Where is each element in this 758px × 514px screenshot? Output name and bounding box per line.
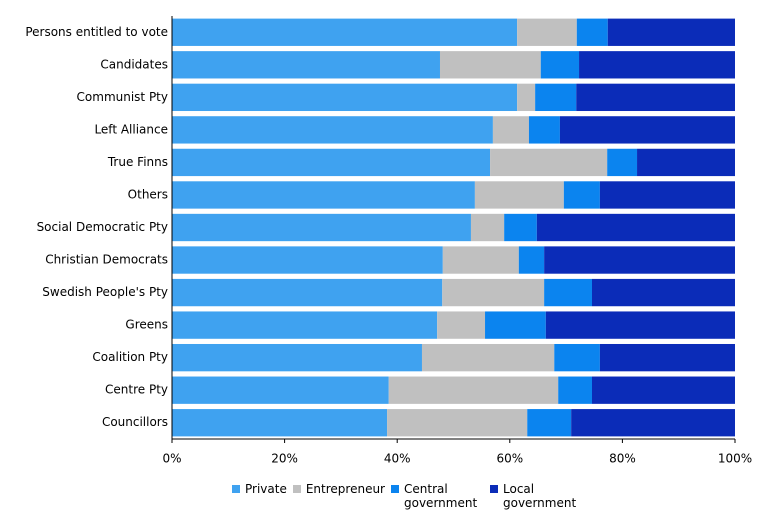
bar-segment <box>536 213 735 242</box>
bar-segment <box>528 116 560 144</box>
bar-segment <box>637 148 735 177</box>
bar-segment <box>172 51 440 79</box>
bar-segment <box>492 116 529 144</box>
bar-segment <box>421 343 555 372</box>
bar-segment <box>591 376 735 404</box>
bar-segment <box>172 311 438 339</box>
bar-segment <box>387 409 528 437</box>
legend-label: Entrepreneur <box>305 482 385 496</box>
bar-segment <box>172 18 518 46</box>
y-tick-label: Communist Pty <box>77 90 168 104</box>
bar-segment <box>579 51 735 79</box>
bar-segment <box>544 278 592 307</box>
bar-segment <box>576 83 735 112</box>
y-tick-label: Others <box>128 187 168 201</box>
bar-segment <box>607 18 735 46</box>
bar-segment <box>172 246 443 274</box>
bar-segment <box>172 343 422 372</box>
bar-segment <box>172 148 491 177</box>
bar-segment <box>535 83 577 112</box>
y-tick-label: Swedish People's Pty <box>42 285 168 299</box>
bar-segment <box>571 409 735 437</box>
y-tick-label: Social Democratic Pty <box>37 220 168 234</box>
y-tick-label: True Finns <box>107 155 168 169</box>
y-tick-label: Councillors <box>102 415 168 429</box>
legend-swatch <box>232 485 240 493</box>
bar-segment <box>439 51 541 79</box>
bar-segment <box>485 311 546 339</box>
y-tick-label: Christian Democrats <box>45 253 168 267</box>
legend-swatch <box>391 485 399 493</box>
bar-segment <box>442 278 545 307</box>
bar-segment <box>559 116 735 144</box>
bar-segment <box>172 409 388 437</box>
bar-segment <box>172 116 493 144</box>
bar-segment <box>554 343 600 372</box>
bar-segment <box>172 83 518 112</box>
y-tick-label: Persons entitled to vote <box>25 25 168 39</box>
bar-segment <box>545 311 735 339</box>
bar-segment <box>172 213 471 242</box>
y-tick-label: Greens <box>125 318 168 332</box>
bar-segment <box>527 409 572 437</box>
bar-segment <box>490 148 608 177</box>
legend-item: Local government <box>490 482 583 510</box>
y-tick-label: Left Alliance <box>94 122 168 136</box>
legend-label: Private <box>245 482 287 496</box>
bar-segment <box>474 181 564 209</box>
legend-item: Private <box>232 482 287 510</box>
bar-segment <box>540 51 580 79</box>
bar-segment <box>172 278 443 307</box>
bar-segment <box>517 83 536 112</box>
bar-segment <box>544 246 735 274</box>
y-tick-label: Coalition Pty <box>92 350 168 364</box>
x-tick-label: 60% <box>496 452 523 466</box>
bar-segment <box>607 148 638 177</box>
legend: Private Entrepreneur Central government Loc… <box>232 482 589 510</box>
bar-segment <box>599 181 735 209</box>
bar-segment <box>563 181 600 209</box>
y-tick-label: Candidates <box>100 57 168 71</box>
bar-segment <box>558 376 592 404</box>
legend-label: Central government <box>404 482 478 510</box>
y-tick-label: Centre Pty <box>105 383 168 397</box>
bar-segment <box>576 18 608 46</box>
bar-segment <box>172 376 389 404</box>
chart: Persons entitled to vote Candidates Commun… <box>25 16 752 466</box>
bar-segment <box>517 18 577 46</box>
x-tick-label: 40% <box>384 452 411 466</box>
x-tick-label: 0% <box>162 452 181 466</box>
bar-segment <box>599 343 735 372</box>
bar-segment <box>388 376 559 404</box>
x-tick-label: 100% <box>718 452 752 466</box>
bar-segment <box>518 246 545 274</box>
bar-segment <box>504 213 537 242</box>
bar-segment <box>437 311 486 339</box>
bar-segment <box>470 213 505 242</box>
x-tick-label: 80% <box>609 452 636 466</box>
legend-item: Central government <box>391 482 484 510</box>
legend-swatch <box>292 485 301 493</box>
legend-swatch <box>490 485 498 493</box>
bar-segment <box>442 246 519 274</box>
legend-item: Entrepreneur <box>292 482 385 510</box>
bar-segment <box>172 181 475 209</box>
x-tick-label: 20% <box>271 452 298 466</box>
legend-label: Local government <box>503 482 577 510</box>
bar-segment <box>591 278 735 307</box>
